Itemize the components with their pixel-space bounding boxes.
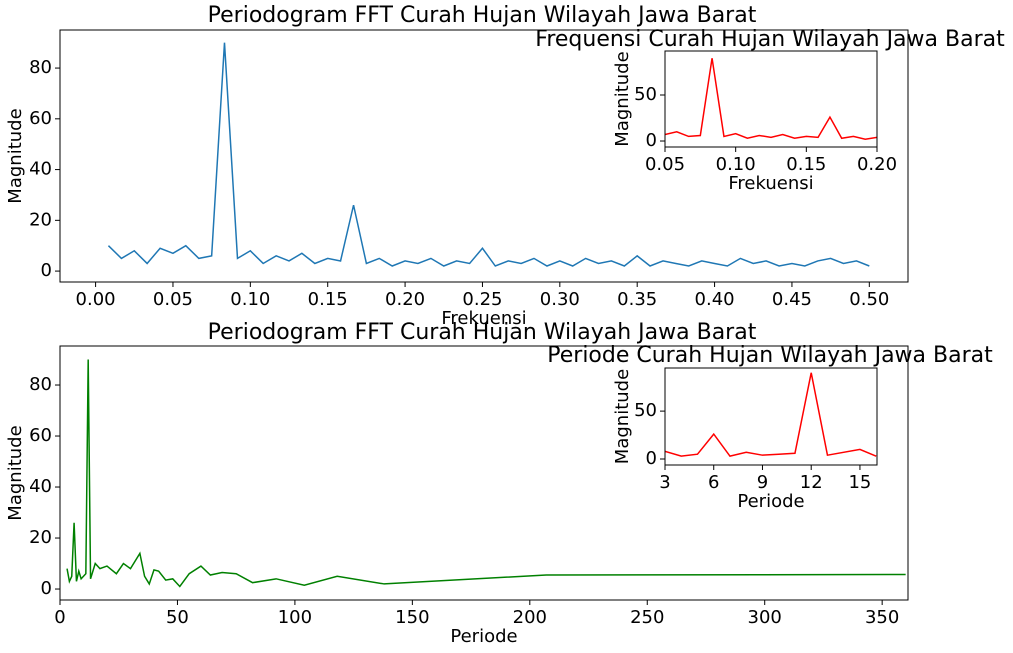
x-tick-label: 200	[513, 607, 547, 628]
axes-frame	[59, 29, 909, 283]
x-tick-label: 0.45	[772, 289, 812, 310]
y-tick-label: 40	[29, 476, 52, 497]
x-tick-label: 0.50	[849, 289, 889, 310]
x-axis-label: Frekuensi	[728, 173, 813, 194]
x-tick-label: 0.05	[153, 289, 193, 310]
y-tick-label: 0	[41, 260, 52, 281]
x-axis-label: Frekuensi	[441, 308, 526, 329]
y-axis-label: Magnitude	[5, 108, 26, 203]
x-tick-label: 9	[757, 472, 768, 493]
x-tick-label: 12	[800, 472, 823, 493]
x-tick-label: 0.40	[695, 289, 735, 310]
chart-title: Periodogram FFT Curah Hujan Wilayah Jawa…	[208, 3, 757, 28]
x-tick-label: 300	[748, 607, 782, 628]
x-tick-label: 0.20	[857, 154, 897, 175]
y-tick-label: 20	[29, 527, 52, 548]
x-tick-label: 0.10	[716, 154, 756, 175]
axes-bg	[665, 51, 877, 147]
x-tick-label: 0	[54, 607, 65, 628]
y-axis-label: Magnitude	[612, 369, 633, 464]
x-tick-label: 15	[848, 472, 871, 493]
chart-title: Frequensi Curah Hujan Wilayah Jawa Barat	[535, 27, 1005, 52]
x-tick-label: 50	[166, 607, 189, 628]
data-line	[66, 359, 906, 588]
x-tick-label: 0.05	[645, 154, 685, 175]
x-tick-label: 0.10	[230, 289, 270, 310]
x-tick-label: 0.25	[462, 289, 502, 310]
axes-bg	[665, 368, 877, 465]
y-tick-label: 0	[646, 130, 657, 151]
x-tick-label: 0.20	[385, 289, 425, 310]
x-tick-label: 0.15	[308, 289, 348, 310]
x-axis-label: Periode	[450, 626, 517, 647]
y-tick-label: 0	[41, 578, 52, 599]
y-tick-label: 80	[29, 57, 52, 78]
x-tick-label: 150	[395, 607, 429, 628]
x-tick-label: 0.35	[617, 289, 657, 310]
y-tick-label: 80	[29, 374, 52, 395]
x-tick-label: 3	[659, 472, 670, 493]
data-line	[665, 58, 877, 140]
axes-frame	[664, 50, 878, 148]
y-axis-label: Magnitude	[612, 51, 633, 146]
y-tick-label: 0	[646, 448, 657, 469]
y-axis-label: Magnitude	[5, 425, 26, 520]
data-line	[665, 372, 877, 457]
x-tick-label: 350	[865, 607, 899, 628]
x-tick-label: 6	[708, 472, 719, 493]
axes-frame	[664, 367, 878, 466]
x-tick-label: 100	[278, 607, 312, 628]
y-tick-label: 60	[29, 108, 52, 129]
x-tick-label: 250	[630, 607, 664, 628]
x-axis-label: Periode	[737, 491, 804, 512]
x-tick-label: 0.00	[76, 289, 116, 310]
y-tick-label: 50	[634, 84, 657, 105]
x-tick-label: 0.15	[786, 154, 826, 175]
y-tick-label: 40	[29, 159, 52, 180]
chart-title: Periode Curah Hujan Wilayah Jawa Barat	[547, 343, 993, 368]
data-line	[107, 42, 870, 267]
y-tick-label: 20	[29, 209, 52, 230]
y-tick-label: 50	[634, 400, 657, 421]
x-tick-label: 0.30	[540, 289, 580, 310]
y-tick-label: 60	[29, 425, 52, 446]
axes-frame	[59, 345, 909, 601]
chart-title: Periodogram FFT Curah Hujan Wilayah Jawa…	[208, 320, 757, 345]
